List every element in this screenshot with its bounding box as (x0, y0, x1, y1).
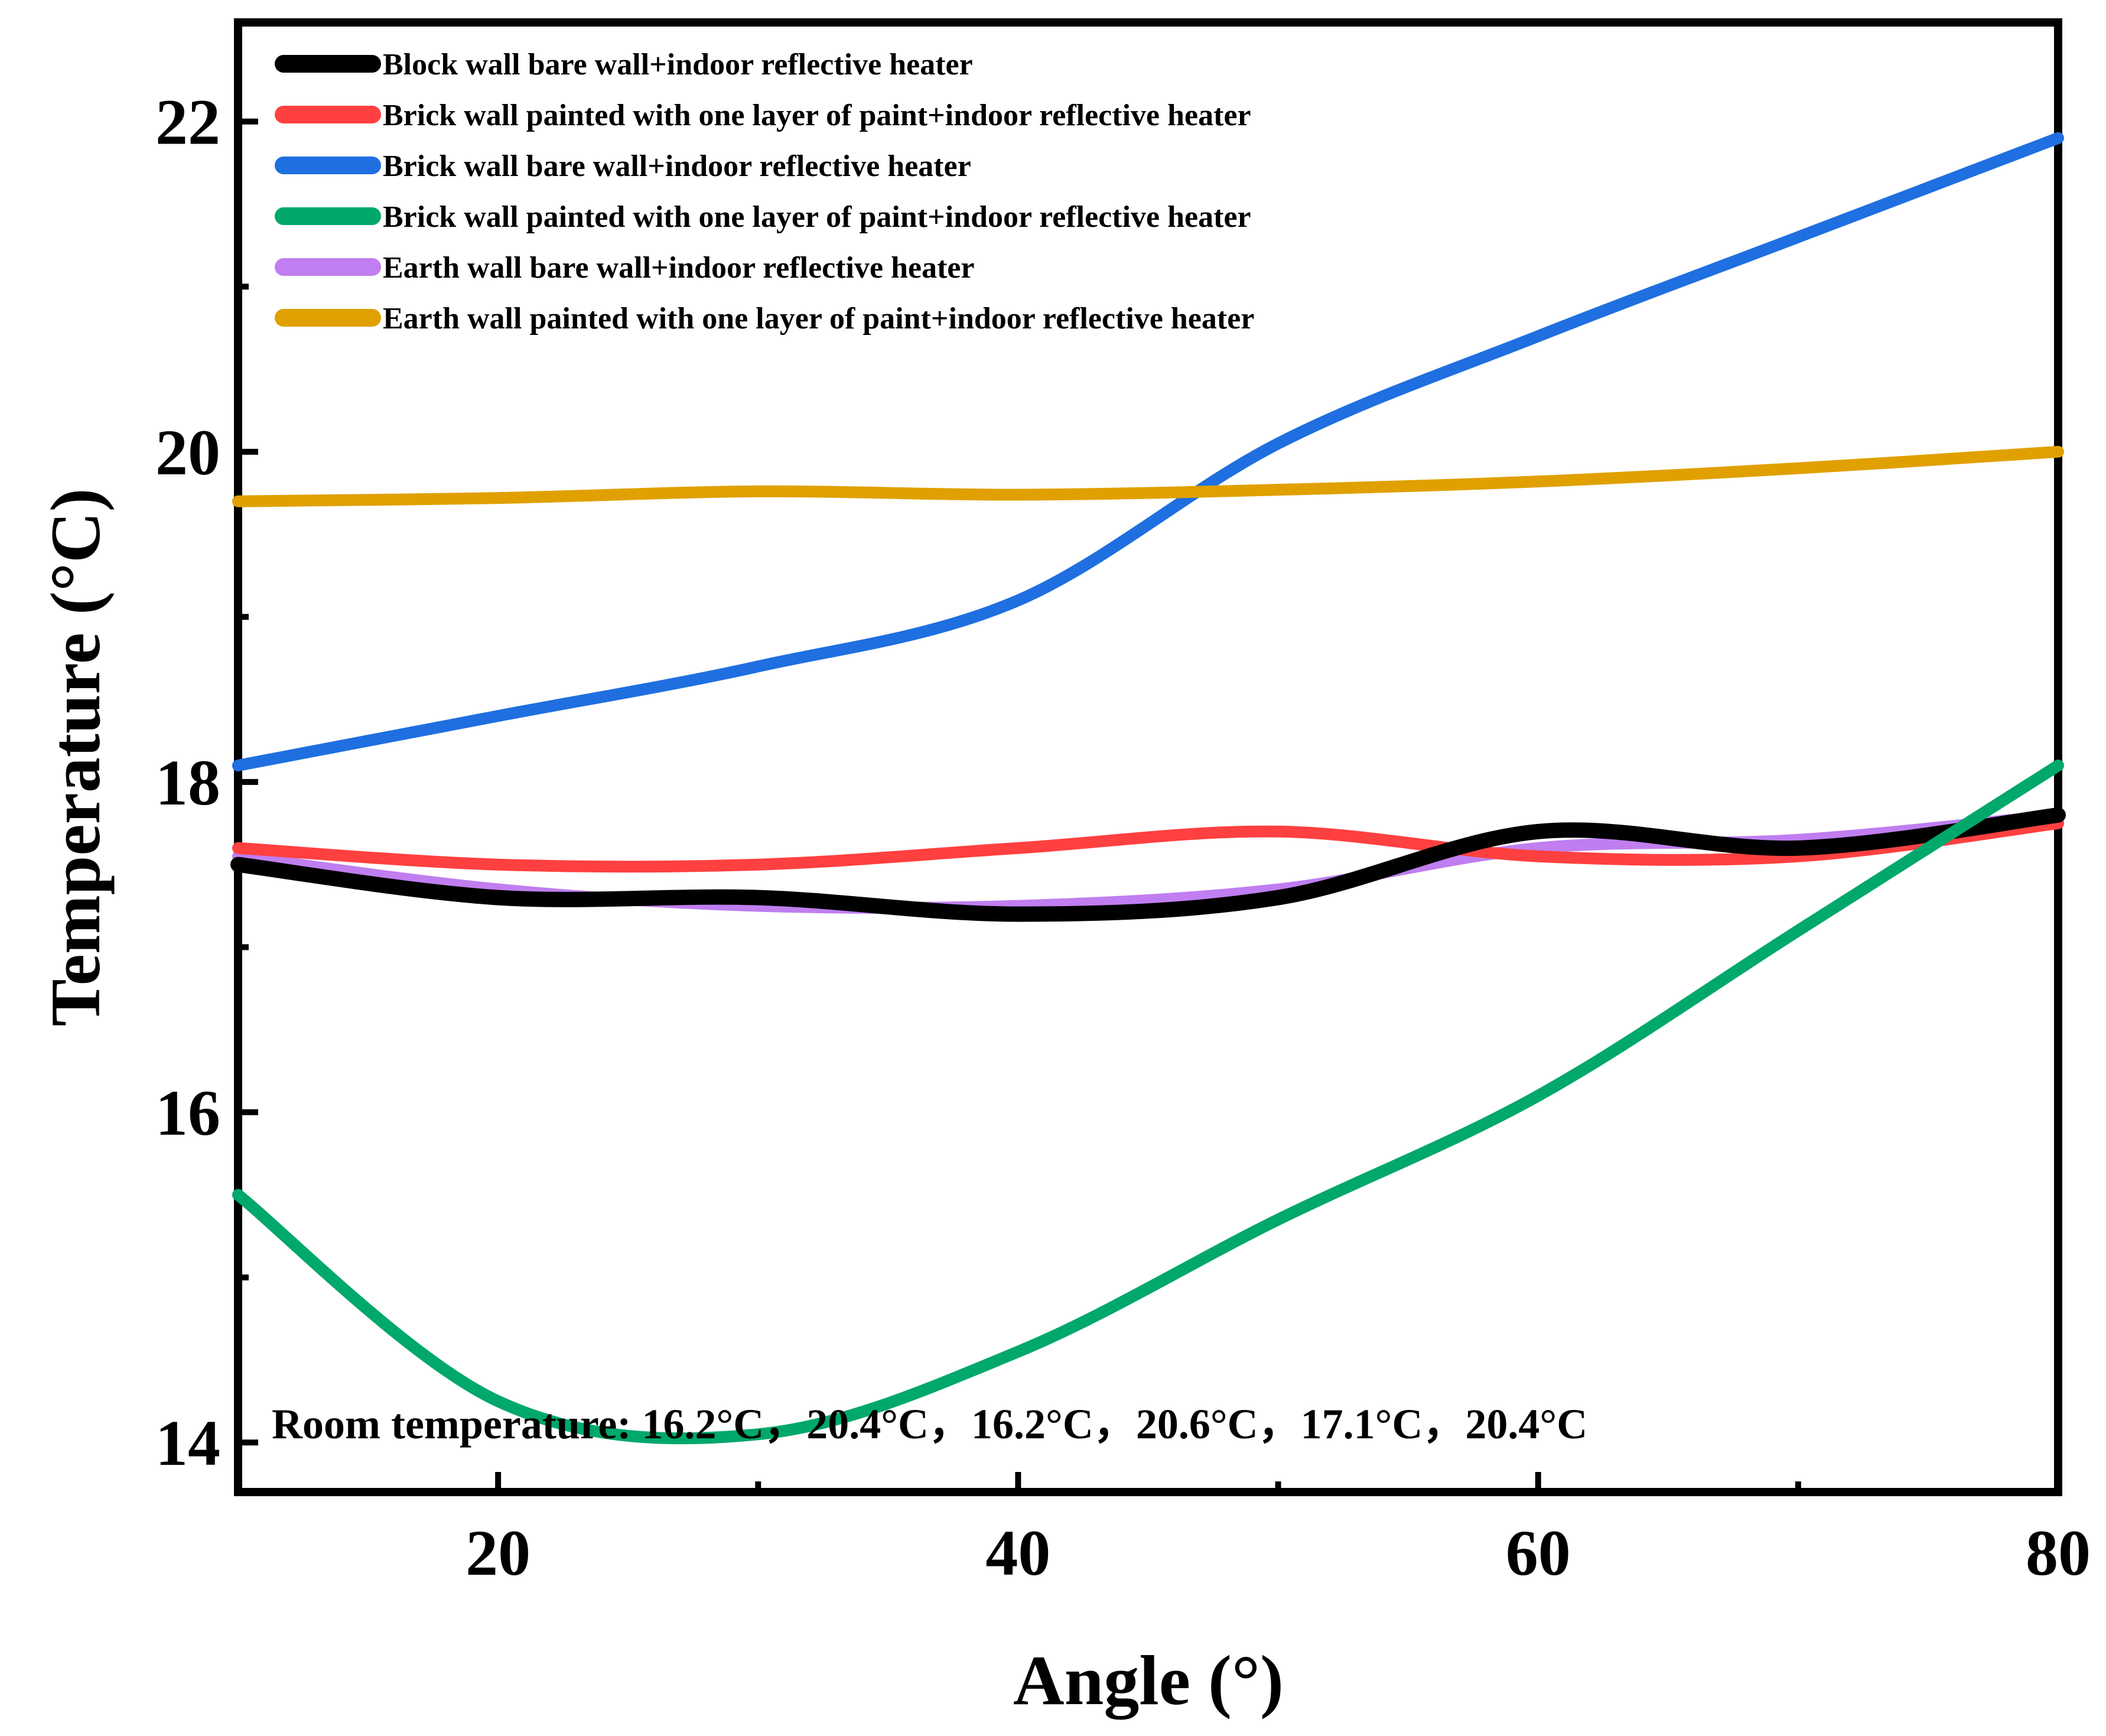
y-tick-label: 16 (155, 1077, 220, 1149)
y-tick-label: 22 (155, 86, 220, 158)
x-axis-title: Angle (°) (1013, 1641, 1284, 1720)
room-temperature-annotation: Room temperature: 16.2°C，20.4°C，16.2°C，2… (272, 1400, 1587, 1448)
legend-label-3: Brick wall bare wall+indoor reflective h… (383, 149, 971, 183)
series-layer (230, 132, 2066, 1444)
series-line-6 (232, 445, 2064, 507)
axis-ticks: 20 40 60 80 14 16 18 20 22 (155, 86, 2091, 1589)
series-line-1 (230, 807, 2066, 922)
legend-label-4: Brick wall painted with one layer of pai… (383, 200, 1251, 234)
legend-label-5: Earth wall bare wall+indoor reflective h… (383, 251, 975, 285)
series-line-3 (232, 132, 2064, 771)
y-tick-label: 14 (155, 1407, 220, 1479)
y-axis-title: Temperature (°C) (36, 488, 115, 1026)
legend-label-2: Brick wall painted with one layer of pai… (383, 99, 1251, 132)
x-tick-label: 60 (1506, 1517, 1571, 1589)
legend-label-1: Block wall bare wall+indoor reflective h… (383, 48, 973, 82)
x-tick-label: 40 (985, 1517, 1050, 1589)
y-tick-label: 20 (155, 416, 220, 488)
legend-label-6: Earth wall painted with one layer of pai… (383, 302, 1254, 336)
y-tick-label: 18 (155, 747, 220, 819)
series-line-2 (232, 817, 2064, 873)
x-tick-label: 20 (466, 1517, 530, 1589)
legend: Block wall bare wall+indoor reflective h… (275, 48, 1254, 336)
plot-frame (234, 18, 2062, 1496)
x-tick-label: 80 (2026, 1517, 2091, 1589)
series-line-4 (232, 759, 2064, 1444)
